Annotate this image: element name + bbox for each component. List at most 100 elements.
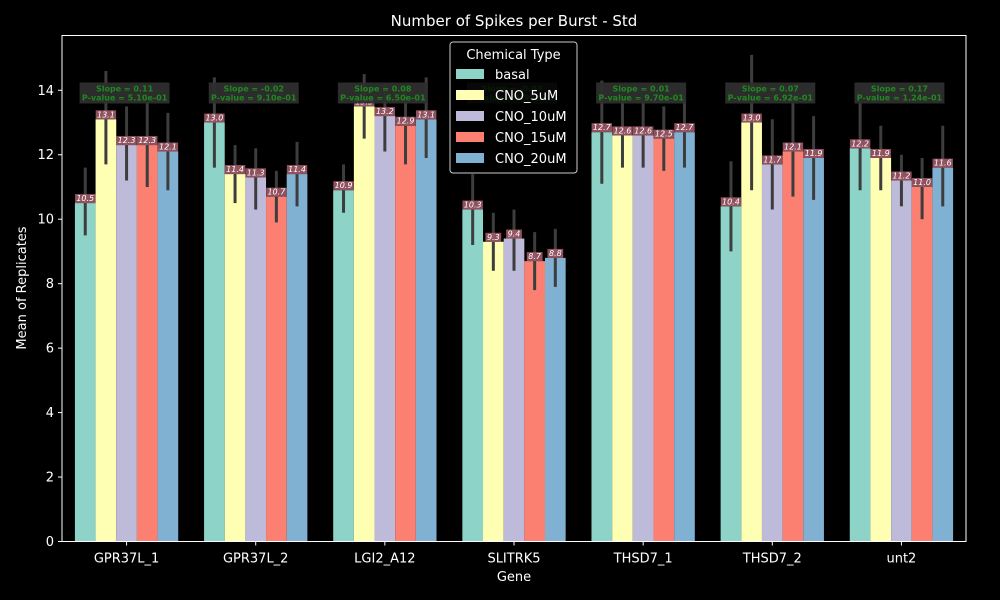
annotation-pvalue: P-value = 6.50e-01 [340, 94, 426, 103]
annotation-slope: Slope = 0.01 [613, 85, 671, 94]
bar-label-box [849, 139, 871, 149]
bar-value-label: 10.9 [335, 181, 353, 190]
bar-SLITRK5-basal [462, 209, 484, 542]
bar-THSD7_1-CNO_15uM [653, 138, 675, 542]
annotation-box [337, 82, 428, 104]
bar-label-box [224, 165, 246, 175]
bar-value-label: 12.1 [159, 143, 177, 152]
legend-title: Chemical Type [466, 48, 560, 63]
legend-entry-basal: basal [495, 68, 530, 83]
x-axis: GPR37L_1 GPR37L_2 LGI2_A12 SLITRK5 THSD7_1 TH… [94, 541, 916, 567]
bar-label-box [782, 142, 804, 152]
bar-label-box [911, 177, 933, 187]
annotation-slope: Slope = 0.17 [871, 85, 928, 94]
annotation-box [854, 82, 945, 104]
annotation-pvalue: P-value = 6.92e-01 [728, 94, 814, 103]
legend-entry-CNO_10uM: CNO_10uM [495, 110, 567, 125]
bar-value-label: 11.7 [763, 155, 782, 164]
annotation-box [596, 82, 687, 104]
bar-label-box [632, 126, 654, 136]
bar-value-label: 12.5 [655, 130, 673, 139]
bar-GPR37L_2-CNO_15uM [266, 196, 287, 542]
bar-unt2-CNO_10uM [891, 180, 912, 542]
annotation-box [208, 82, 299, 104]
y-tick-label: 2 [46, 471, 54, 486]
bar-LGI2_A12-CNO_5uM [353, 106, 375, 542]
bar-unt2-CNO_5uM [870, 157, 892, 542]
bar-value-label: 11.2 [893, 172, 911, 181]
bar-THSD7_2-basal [720, 206, 742, 542]
bar-label-box [245, 168, 266, 178]
bar-THSD7_1-CNO_5uM [612, 135, 633, 542]
bar-GPR37L_2-basal [204, 122, 225, 542]
bar-THSD7_2-CNO_10uM [761, 164, 783, 542]
bar-GPR37L_1-CNO_15uM [136, 145, 158, 542]
x-tick-label: SLITRK5 [487, 552, 540, 567]
y-axis-label: Mean of Replicates [15, 226, 30, 349]
legend-swatch-basal [456, 69, 484, 79]
bar-value-label: 13.2 [376, 107, 394, 116]
bar-value-label: 10.5 [76, 194, 94, 203]
y-tick-label: 0 [46, 535, 54, 550]
bar-value-label: 10.7 [267, 188, 286, 197]
bar-THSD7_1-CNO_10uM [632, 135, 654, 542]
bar-value-label: 13.0 [205, 114, 223, 123]
bar-value-label: 9.3 [487, 233, 500, 242]
bar-labels-layer: 10.513.010.910.312.710.412.213.111.413.5… [75, 97, 953, 262]
bar-label-box [870, 148, 891, 158]
bar-value-label: 11.9 [872, 149, 890, 158]
bar-value-label: 12.3 [138, 136, 156, 145]
bar-label-box [333, 181, 354, 191]
bar-label-box [75, 194, 96, 204]
bar-value-label: 8.7 [528, 252, 542, 261]
bar-unt2-basal [849, 148, 871, 542]
bar-unt2-CNO_15uM [911, 186, 933, 542]
legend-swatch-CNO_10uM [456, 111, 484, 121]
bar-value-label: 12.7 [676, 123, 695, 132]
bars-layer [74, 106, 954, 542]
bar-GPR37L_2-CNO_20uM [286, 174, 308, 542]
bar-label-box [591, 123, 613, 133]
bar-value-label: 12.2 [851, 139, 869, 148]
bar-value-label: 11.6 [934, 159, 952, 168]
annotation-box [725, 82, 816, 104]
bar-value-label: 8.8 [549, 249, 562, 258]
bar-GPR37L_1-basal [74, 203, 96, 542]
bar-SLITRK5-CNO_20uM [544, 257, 566, 542]
bar-label-box [741, 113, 762, 123]
bar-label-box [395, 116, 416, 126]
y-axis: 0 2 4 6 8 10 12 14 [37, 84, 62, 550]
bar-THSD7_1-CNO_20uM [674, 132, 695, 542]
bar-value-label: 12.7 [593, 123, 612, 132]
x-axis-label: Gene [497, 570, 531, 585]
bar-THSD7_2-CNO_20uM [803, 157, 824, 542]
legend-swatch-CNO_5uM [456, 90, 484, 100]
bar-label-box [116, 136, 137, 146]
x-tick-label: unt2 [886, 552, 916, 567]
bar-value-label: 11.4 [226, 165, 244, 174]
annotation-pvalue: P-value = 5.10e-01 [82, 94, 168, 103]
legend: Chemical Type basal CNO_5uM CNO_10uM CNO_15u… [449, 41, 578, 174]
y-tick-label: 4 [46, 406, 54, 421]
y-tick-label: 14 [37, 84, 54, 99]
bar-value-label: 10.4 [722, 197, 740, 206]
y-tick-label: 6 [46, 342, 54, 357]
bar-label-box [891, 171, 912, 181]
bar-label-box [462, 200, 483, 210]
annotation-pvalue: P-value = 1.24e-01 [857, 94, 943, 103]
bar-label-box [95, 110, 117, 120]
bar-label-box [286, 165, 308, 175]
bar-GPR37L_1-CNO_20uM [157, 151, 179, 542]
bar-value-label: 12.9 [397, 117, 415, 126]
y-tick-label: 12 [37, 148, 54, 163]
bar-label-box [506, 229, 522, 239]
bar-SLITRK5-CNO_10uM [503, 238, 525, 542]
bar-label-box [374, 107, 396, 117]
bar-GPR37L_1-CNO_5uM [95, 119, 117, 542]
annotations-layer: Slope = 0.11P-value = 5.10e-01 Slope = -0… [79, 82, 945, 104]
legend-entry-CNO_20uM: CNO_20uM [495, 152, 567, 167]
legend-entry-CNO_5uM: CNO_5uM [495, 89, 558, 104]
bar-label-box [526, 252, 543, 262]
bar-value-label: 13.1 [417, 110, 435, 119]
